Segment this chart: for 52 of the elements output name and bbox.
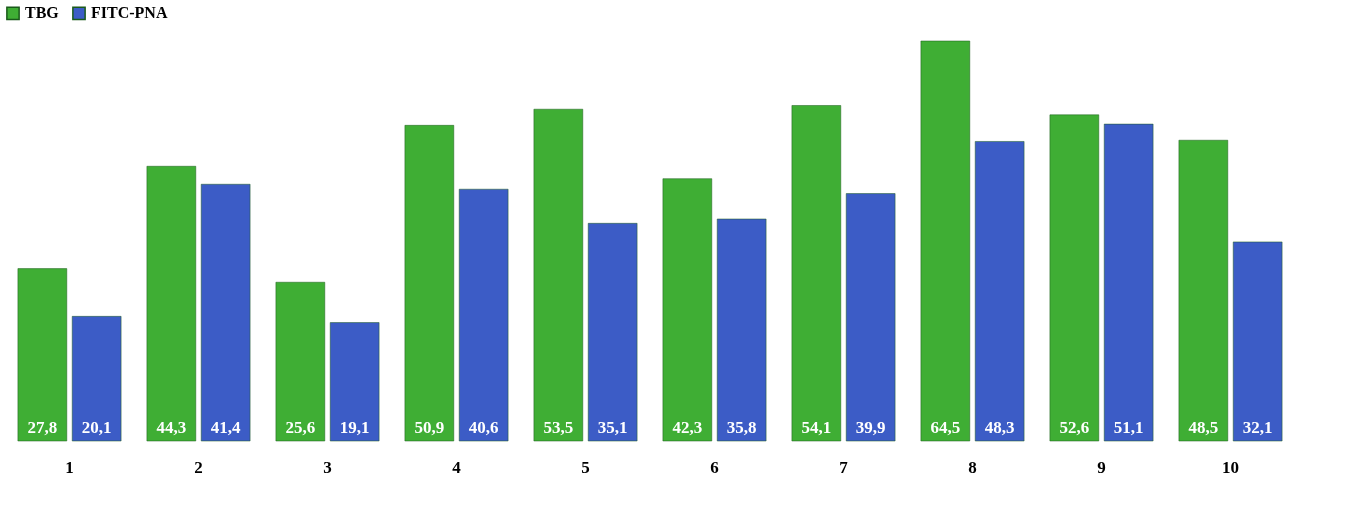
data-label: 19,1	[339, 418, 370, 437]
data-label: 42,3	[672, 418, 703, 437]
bar	[974, 141, 1025, 442]
bar	[716, 218, 767, 442]
legend-label: TBG	[25, 4, 60, 22]
data-label: 40,6	[468, 418, 499, 437]
bar	[404, 125, 455, 442]
data-label: 50,9	[414, 418, 445, 437]
data-label: 54,1	[801, 418, 832, 437]
data-label: 51,1	[1113, 418, 1144, 437]
data-label: 39,9	[855, 418, 886, 437]
bar	[275, 281, 326, 442]
bar	[71, 316, 122, 442]
data-label: 44,3	[156, 418, 187, 437]
x-tick-label: 2	[194, 457, 203, 477]
bar	[1178, 139, 1229, 442]
bar	[17, 268, 68, 442]
bar	[1103, 123, 1154, 442]
bar	[1232, 241, 1283, 442]
bar	[329, 322, 380, 442]
bar	[587, 223, 638, 442]
bar	[200, 184, 251, 442]
data-label: 48,5	[1188, 418, 1219, 437]
data-label: 41,4	[210, 418, 242, 437]
data-label: 27,8	[27, 418, 58, 437]
x-tick-label: 7	[839, 457, 849, 477]
x-tick-label: 5	[581, 457, 590, 477]
bar	[791, 105, 842, 442]
data-label: 20,1	[81, 418, 112, 437]
x-tick-label: 4	[452, 457, 462, 477]
bar	[662, 178, 713, 442]
bar	[458, 188, 509, 442]
data-label: 64,5	[930, 418, 961, 437]
bar	[920, 40, 971, 442]
x-tick-label: 6	[710, 457, 719, 477]
bar	[1049, 114, 1100, 442]
bar	[845, 193, 896, 442]
data-label: 35,1	[597, 418, 628, 437]
x-tick-label: 3	[323, 457, 332, 477]
data-label: 25,6	[285, 418, 316, 437]
data-label: 32,1	[1242, 418, 1273, 437]
x-tick-label: 1	[65, 457, 74, 477]
legend-label: FITC-PNA	[91, 4, 168, 22]
x-tick-label: 10	[1222, 457, 1239, 477]
bar	[533, 108, 584, 442]
data-label: 52,6	[1059, 418, 1090, 437]
bar	[146, 166, 197, 442]
x-tick-label: 9	[1097, 457, 1106, 477]
data-label: 35,8	[726, 418, 757, 437]
data-label: 48,3	[984, 418, 1015, 437]
x-tick-label: 8	[968, 457, 977, 477]
data-label: 53,5	[543, 418, 574, 437]
